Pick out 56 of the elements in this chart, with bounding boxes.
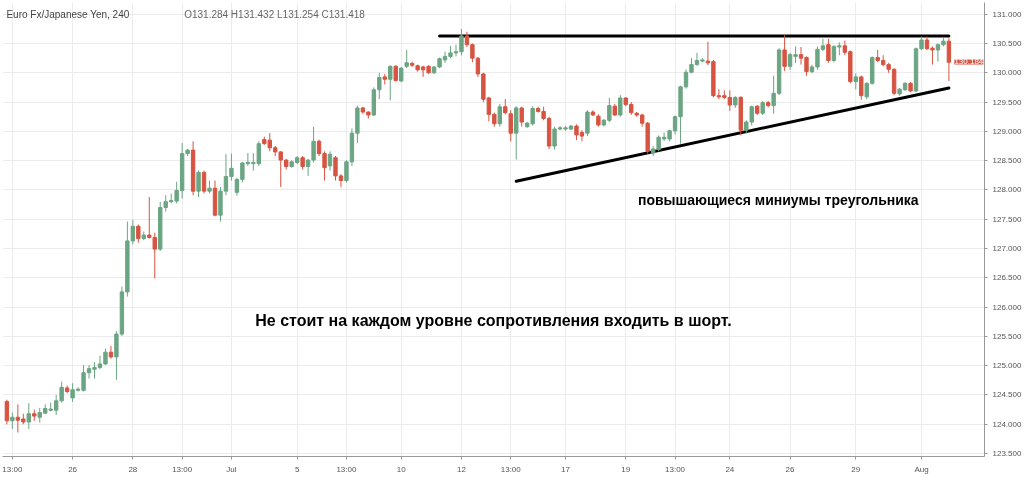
x-tick-label: 13:00 <box>172 464 193 474</box>
x-tick-label: 26 <box>785 464 796 474</box>
candlestick <box>508 109 513 142</box>
text: Euro Fx/Japanese Yen, 240 <box>6 9 130 21</box>
x-tick-label: 13:00 <box>665 464 686 474</box>
candlestick <box>388 64 393 101</box>
x-tick-label: Aug <box>914 464 929 474</box>
y-tick-label: 123.500 <box>992 449 1022 459</box>
candlestick <box>859 75 864 101</box>
x-tick-label: 13:00 <box>500 464 522 474</box>
y-tick-label: 124.500 <box>992 390 1022 400</box>
candlestick <box>201 170 207 194</box>
y-tick-label: 129.500 <box>992 97 1022 107</box>
y-tick-label: 126.500 <box>992 273 1022 283</box>
candlestick <box>618 94 623 118</box>
y-tick-label: 128.500 <box>992 156 1022 166</box>
candlestick <box>26 402 31 430</box>
candlestick <box>585 109 590 137</box>
y-tick-label: 128.000 <box>992 185 1022 195</box>
x-tick-label: Jul <box>226 464 237 474</box>
y-tick-label: 129.000 <box>992 126 1022 136</box>
y-tick-label: 125.000 <box>992 361 1022 371</box>
candlestick <box>404 49 409 69</box>
candlestick <box>136 224 141 244</box>
text: O131.284 H131.432 L131.254 C131.418 <box>184 9 366 21</box>
y-tick-label: 131.000 <box>992 9 1022 19</box>
x-tick-label: 29 <box>851 464 861 474</box>
y-tick-label: 126.000 <box>992 302 1022 312</box>
y-tick-label: 130.000 <box>992 68 1022 78</box>
annotation: Не стоит на каждом уровне сопротивления входить в шорт. <box>255 311 732 329</box>
candlestick <box>946 37 952 82</box>
text: 130.184 <box>954 57 984 67</box>
x-tick-label: 19 <box>621 464 631 474</box>
y-tick-label: 127.500 <box>992 214 1022 224</box>
y-tick-label: 127.000 <box>992 244 1022 254</box>
x-tick-label: 13:00 <box>2 464 23 474</box>
candlestick <box>108 345 114 360</box>
candlestick <box>344 159 349 183</box>
x-tick-label: 28 <box>128 464 138 474</box>
x-tick-label: 24 <box>725 464 735 474</box>
x-tick-label: 17 <box>561 464 571 474</box>
x-tick-label: 10 <box>396 464 407 474</box>
annotation: повышающиеся миниумы треугольника <box>637 191 919 208</box>
y-tick-label: 130.500 <box>992 39 1022 49</box>
x-tick-label: 13:00 <box>336 464 358 474</box>
candlestick <box>4 399 10 425</box>
candlestick <box>497 103 502 128</box>
x-tick-label: 26 <box>68 464 78 474</box>
x-tick-label: 5 <box>294 464 300 474</box>
x-tick-label: 12 <box>457 464 467 474</box>
candlestick <box>782 34 787 72</box>
candlestick <box>826 38 831 64</box>
y-tick-label: 125.500 <box>992 331 1022 341</box>
candlestick <box>327 150 333 172</box>
y-tick-label: 124.000 <box>992 419 1022 429</box>
candlestick <box>196 170 201 198</box>
